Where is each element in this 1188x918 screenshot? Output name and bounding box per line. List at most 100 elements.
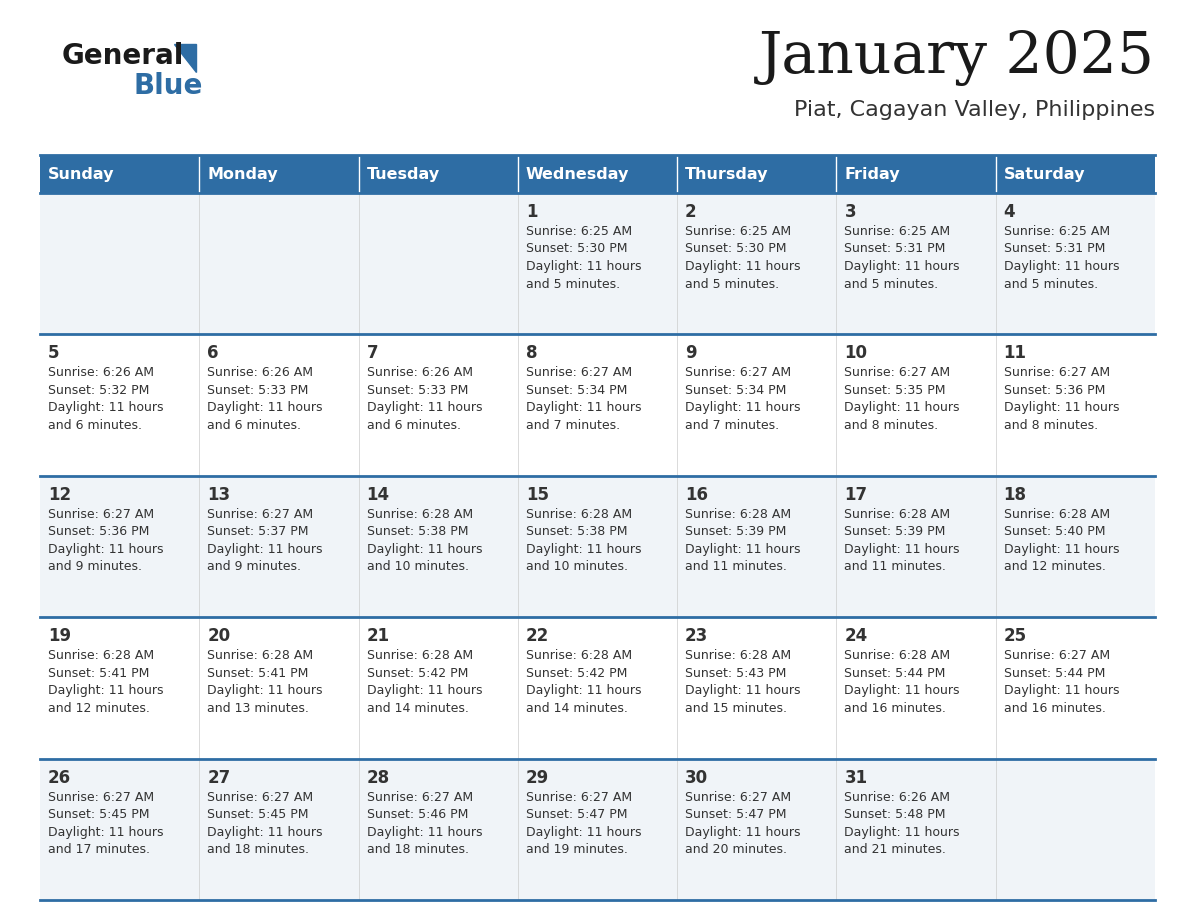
Text: 2: 2: [685, 203, 696, 221]
Text: Sunrise: 6:28 AM
Sunset: 5:38 PM
Daylight: 11 hours
and 10 minutes.: Sunrise: 6:28 AM Sunset: 5:38 PM Dayligh…: [367, 508, 482, 574]
Bar: [996, 193, 1155, 334]
Bar: [836, 476, 996, 617]
Text: Sunrise: 6:28 AM
Sunset: 5:39 PM
Daylight: 11 hours
and 11 minutes.: Sunrise: 6:28 AM Sunset: 5:39 PM Dayligh…: [845, 508, 960, 574]
Bar: [677, 334, 836, 476]
Text: Sunrise: 6:27 AM
Sunset: 5:44 PM
Daylight: 11 hours
and 16 minutes.: Sunrise: 6:27 AM Sunset: 5:44 PM Dayligh…: [1004, 649, 1119, 715]
Text: Thursday: Thursday: [685, 166, 769, 182]
Text: Sunrise: 6:28 AM
Sunset: 5:41 PM
Daylight: 11 hours
and 12 minutes.: Sunrise: 6:28 AM Sunset: 5:41 PM Dayligh…: [48, 649, 164, 715]
Text: 30: 30: [685, 768, 708, 787]
Text: 24: 24: [845, 627, 867, 645]
Text: Sunrise: 6:27 AM
Sunset: 5:45 PM
Daylight: 11 hours
and 18 minutes.: Sunrise: 6:27 AM Sunset: 5:45 PM Dayligh…: [207, 790, 323, 856]
Text: Sunrise: 6:28 AM
Sunset: 5:44 PM
Daylight: 11 hours
and 16 minutes.: Sunrise: 6:28 AM Sunset: 5:44 PM Dayligh…: [845, 649, 960, 715]
Bar: [996, 617, 1155, 758]
Text: 1: 1: [526, 203, 537, 221]
Bar: [677, 476, 836, 617]
Bar: [200, 476, 359, 617]
Bar: [518, 758, 677, 900]
Bar: [677, 617, 836, 758]
Text: Sunrise: 6:27 AM
Sunset: 5:34 PM
Daylight: 11 hours
and 7 minutes.: Sunrise: 6:27 AM Sunset: 5:34 PM Dayligh…: [685, 366, 801, 431]
Bar: [40, 193, 200, 334]
Text: Sunrise: 6:27 AM
Sunset: 5:37 PM
Daylight: 11 hours
and 9 minutes.: Sunrise: 6:27 AM Sunset: 5:37 PM Dayligh…: [207, 508, 323, 574]
Text: Sunrise: 6:27 AM
Sunset: 5:47 PM
Daylight: 11 hours
and 20 minutes.: Sunrise: 6:27 AM Sunset: 5:47 PM Dayligh…: [685, 790, 801, 856]
Text: 11: 11: [1004, 344, 1026, 363]
Text: 23: 23: [685, 627, 708, 645]
Text: 14: 14: [367, 486, 390, 504]
Bar: [200, 617, 359, 758]
Text: Sunrise: 6:28 AM
Sunset: 5:39 PM
Daylight: 11 hours
and 11 minutes.: Sunrise: 6:28 AM Sunset: 5:39 PM Dayligh…: [685, 508, 801, 574]
Text: 18: 18: [1004, 486, 1026, 504]
Text: 19: 19: [48, 627, 71, 645]
Bar: [359, 155, 518, 193]
Text: 31: 31: [845, 768, 867, 787]
Bar: [677, 155, 836, 193]
Bar: [518, 193, 677, 334]
Bar: [836, 758, 996, 900]
Bar: [836, 155, 996, 193]
Text: Tuesday: Tuesday: [367, 166, 440, 182]
Text: Sunrise: 6:27 AM
Sunset: 5:34 PM
Daylight: 11 hours
and 7 minutes.: Sunrise: 6:27 AM Sunset: 5:34 PM Dayligh…: [526, 366, 642, 431]
Text: Sunrise: 6:26 AM
Sunset: 5:33 PM
Daylight: 11 hours
and 6 minutes.: Sunrise: 6:26 AM Sunset: 5:33 PM Dayligh…: [207, 366, 323, 431]
Text: Monday: Monday: [207, 166, 278, 182]
Bar: [677, 758, 836, 900]
Text: Sunrise: 6:25 AM
Sunset: 5:31 PM
Daylight: 11 hours
and 5 minutes.: Sunrise: 6:25 AM Sunset: 5:31 PM Dayligh…: [845, 225, 960, 290]
Text: Sunrise: 6:28 AM
Sunset: 5:41 PM
Daylight: 11 hours
and 13 minutes.: Sunrise: 6:28 AM Sunset: 5:41 PM Dayligh…: [207, 649, 323, 715]
Text: 4: 4: [1004, 203, 1016, 221]
Text: Sunrise: 6:27 AM
Sunset: 5:36 PM
Daylight: 11 hours
and 8 minutes.: Sunrise: 6:27 AM Sunset: 5:36 PM Dayligh…: [1004, 366, 1119, 431]
Text: Sunrise: 6:25 AM
Sunset: 5:31 PM
Daylight: 11 hours
and 5 minutes.: Sunrise: 6:25 AM Sunset: 5:31 PM Dayligh…: [1004, 225, 1119, 290]
Text: 15: 15: [526, 486, 549, 504]
Text: 21: 21: [367, 627, 390, 645]
Text: 10: 10: [845, 344, 867, 363]
Text: 28: 28: [367, 768, 390, 787]
Text: Sunrise: 6:28 AM
Sunset: 5:40 PM
Daylight: 11 hours
and 12 minutes.: Sunrise: 6:28 AM Sunset: 5:40 PM Dayligh…: [1004, 508, 1119, 574]
Text: Sunrise: 6:28 AM
Sunset: 5:42 PM
Daylight: 11 hours
and 14 minutes.: Sunrise: 6:28 AM Sunset: 5:42 PM Dayligh…: [367, 649, 482, 715]
Text: Sunrise: 6:28 AM
Sunset: 5:42 PM
Daylight: 11 hours
and 14 minutes.: Sunrise: 6:28 AM Sunset: 5:42 PM Dayligh…: [526, 649, 642, 715]
Bar: [40, 617, 200, 758]
Text: 9: 9: [685, 344, 696, 363]
Bar: [359, 476, 518, 617]
Text: Saturday: Saturday: [1004, 166, 1085, 182]
Text: Sunday: Sunday: [48, 166, 114, 182]
Text: General: General: [62, 42, 184, 70]
Text: Sunrise: 6:27 AM
Sunset: 5:46 PM
Daylight: 11 hours
and 18 minutes.: Sunrise: 6:27 AM Sunset: 5:46 PM Dayligh…: [367, 790, 482, 856]
Text: 6: 6: [207, 344, 219, 363]
Bar: [40, 476, 200, 617]
Text: 8: 8: [526, 344, 537, 363]
Bar: [40, 334, 200, 476]
Bar: [836, 334, 996, 476]
Bar: [200, 758, 359, 900]
Text: 13: 13: [207, 486, 230, 504]
Bar: [359, 758, 518, 900]
Bar: [359, 617, 518, 758]
Text: 29: 29: [526, 768, 549, 787]
Bar: [359, 193, 518, 334]
Text: 26: 26: [48, 768, 71, 787]
Bar: [518, 476, 677, 617]
Polygon shape: [173, 44, 196, 72]
Text: January 2025: January 2025: [759, 30, 1155, 86]
Bar: [836, 617, 996, 758]
Text: 20: 20: [207, 627, 230, 645]
Bar: [996, 155, 1155, 193]
Text: Sunrise: 6:27 AM
Sunset: 5:47 PM
Daylight: 11 hours
and 19 minutes.: Sunrise: 6:27 AM Sunset: 5:47 PM Dayligh…: [526, 790, 642, 856]
Text: Sunrise: 6:28 AM
Sunset: 5:38 PM
Daylight: 11 hours
and 10 minutes.: Sunrise: 6:28 AM Sunset: 5:38 PM Dayligh…: [526, 508, 642, 574]
Bar: [996, 476, 1155, 617]
Bar: [200, 334, 359, 476]
Text: Sunrise: 6:26 AM
Sunset: 5:33 PM
Daylight: 11 hours
and 6 minutes.: Sunrise: 6:26 AM Sunset: 5:33 PM Dayligh…: [367, 366, 482, 431]
Text: Wednesday: Wednesday: [526, 166, 630, 182]
Bar: [359, 334, 518, 476]
Bar: [996, 758, 1155, 900]
Text: 17: 17: [845, 486, 867, 504]
Bar: [518, 155, 677, 193]
Bar: [40, 155, 200, 193]
Text: 3: 3: [845, 203, 857, 221]
Text: Sunrise: 6:27 AM
Sunset: 5:45 PM
Daylight: 11 hours
and 17 minutes.: Sunrise: 6:27 AM Sunset: 5:45 PM Dayligh…: [48, 790, 164, 856]
Text: Piat, Cagayan Valley, Philippines: Piat, Cagayan Valley, Philippines: [794, 100, 1155, 120]
Bar: [200, 193, 359, 334]
Text: Sunrise: 6:26 AM
Sunset: 5:48 PM
Daylight: 11 hours
and 21 minutes.: Sunrise: 6:26 AM Sunset: 5:48 PM Dayligh…: [845, 790, 960, 856]
Bar: [836, 193, 996, 334]
Text: Sunrise: 6:28 AM
Sunset: 5:43 PM
Daylight: 11 hours
and 15 minutes.: Sunrise: 6:28 AM Sunset: 5:43 PM Dayligh…: [685, 649, 801, 715]
Text: Sunrise: 6:25 AM
Sunset: 5:30 PM
Daylight: 11 hours
and 5 minutes.: Sunrise: 6:25 AM Sunset: 5:30 PM Dayligh…: [685, 225, 801, 290]
Bar: [996, 334, 1155, 476]
Text: Friday: Friday: [845, 166, 901, 182]
Text: 27: 27: [207, 768, 230, 787]
